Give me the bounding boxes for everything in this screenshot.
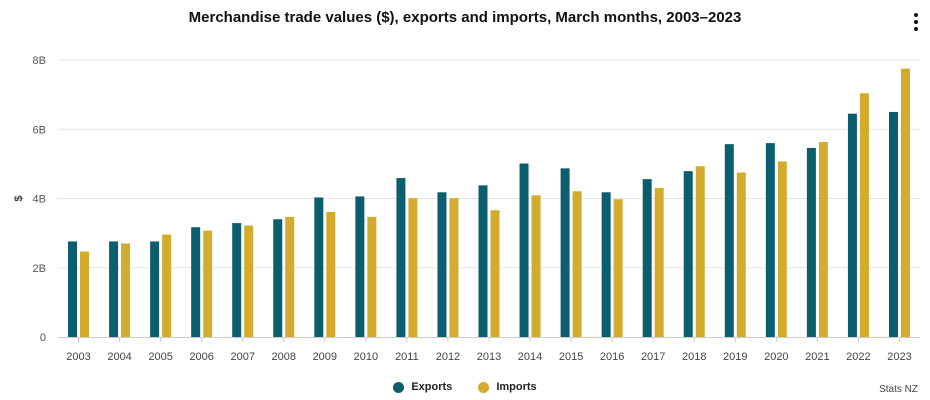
x-tick-label: 2010 bbox=[354, 351, 378, 363]
x-tick-label: 2005 bbox=[148, 351, 172, 363]
x-tick-label: 2013 bbox=[477, 351, 501, 363]
x-tick-label: 2017 bbox=[641, 351, 665, 363]
bar-imports-2008[interactable] bbox=[285, 216, 295, 337]
bar-exports-2015[interactable] bbox=[560, 168, 570, 337]
bar-imports-2005[interactable] bbox=[162, 234, 172, 337]
legend-imports-marker-icon bbox=[478, 381, 490, 393]
menu-dot-icon bbox=[914, 27, 918, 31]
x-tick-label: 2006 bbox=[189, 351, 213, 363]
x-tick-label: 2015 bbox=[559, 351, 583, 363]
bar-exports-2003[interactable] bbox=[68, 241, 78, 337]
y-tick-label: 4B bbox=[33, 194, 46, 206]
x-tick-label: 2012 bbox=[436, 351, 460, 363]
legend-exports-label: Exports bbox=[411, 381, 453, 393]
bar-exports-2005[interactable] bbox=[150, 241, 160, 337]
x-tick-label: 2016 bbox=[600, 351, 624, 363]
x-tick-label: 2011 bbox=[395, 351, 419, 363]
bar-imports-2015[interactable] bbox=[572, 191, 582, 337]
chart-title: Merchandise trade values ($), exports an… bbox=[188, 9, 742, 26]
x-tick-label: 2007 bbox=[230, 351, 254, 363]
bar-imports-2020[interactable] bbox=[777, 161, 787, 337]
x-tick-label: 2019 bbox=[723, 351, 747, 363]
bar-exports-2012[interactable] bbox=[437, 192, 447, 337]
bar-imports-2007[interactable] bbox=[244, 225, 254, 337]
menu-dot-icon bbox=[914, 13, 918, 17]
bar-exports-2014[interactable] bbox=[519, 163, 529, 337]
x-tick-label: 2022 bbox=[846, 351, 870, 363]
bar-exports-2018[interactable] bbox=[683, 171, 693, 337]
legend-item-exports[interactable]: Exports bbox=[393, 381, 452, 393]
bar-exports-2016[interactable] bbox=[601, 192, 611, 337]
bar-imports-2019[interactable] bbox=[736, 172, 746, 337]
bar-exports-2021[interactable] bbox=[806, 147, 816, 337]
bar-imports-2018[interactable] bbox=[695, 166, 705, 337]
bar-exports-2010[interactable] bbox=[355, 196, 365, 337]
bar-imports-2017[interactable] bbox=[654, 188, 664, 337]
y-tick-label: 2B bbox=[33, 263, 46, 275]
y-axis-title: $ bbox=[13, 195, 25, 201]
y-tick-label: 8B bbox=[33, 55, 46, 67]
x-tick-label: 2018 bbox=[682, 351, 706, 363]
x-tick-label: 2004 bbox=[107, 351, 131, 363]
bar-exports-2008[interactable] bbox=[273, 219, 283, 337]
bar-imports-2003[interactable] bbox=[80, 251, 90, 337]
bar-exports-2019[interactable] bbox=[724, 144, 734, 337]
bar-exports-2009[interactable] bbox=[314, 197, 324, 337]
credits[interactable]: Stats NZ bbox=[879, 384, 918, 395]
x-tick-label: 2008 bbox=[272, 351, 296, 363]
x-tick-label: 2009 bbox=[313, 351, 337, 363]
bar-imports-2009[interactable] bbox=[326, 212, 336, 337]
legend-imports-label: Imports bbox=[496, 381, 537, 393]
bar-imports-2014[interactable] bbox=[531, 195, 541, 337]
bar-imports-2013[interactable] bbox=[490, 210, 500, 337]
bar-imports-2011[interactable] bbox=[408, 198, 418, 337]
context-menu-button[interactable] bbox=[906, 11, 926, 33]
bar-imports-2012[interactable] bbox=[449, 198, 459, 337]
bar-imports-2021[interactable] bbox=[818, 142, 828, 337]
menu-dot-icon bbox=[914, 20, 918, 24]
legend-item-imports[interactable]: Imports bbox=[478, 381, 537, 393]
bar-exports-2006[interactable] bbox=[191, 227, 201, 337]
bar-imports-2016[interactable] bbox=[613, 199, 623, 337]
bar-imports-2023[interactable] bbox=[900, 68, 910, 337]
y-tick-label: 0 bbox=[40, 332, 46, 344]
bar-imports-2004[interactable] bbox=[121, 243, 131, 337]
bar-imports-2010[interactable] bbox=[367, 216, 377, 337]
bar-exports-2020[interactable] bbox=[765, 143, 775, 337]
bar-exports-2004[interactable] bbox=[109, 241, 119, 337]
bar-exports-2011[interactable] bbox=[396, 178, 406, 337]
x-tick-label: 2003 bbox=[66, 351, 90, 363]
bar-exports-2007[interactable] bbox=[232, 223, 242, 337]
bar-exports-2017[interactable] bbox=[642, 179, 652, 337]
legend: Exports Imports bbox=[0, 381, 930, 393]
x-tick-label: 2020 bbox=[764, 351, 788, 363]
x-tick-label: 2014 bbox=[518, 351, 542, 363]
bar-exports-2022[interactable] bbox=[847, 113, 857, 337]
bar-imports-2006[interactable] bbox=[203, 230, 213, 337]
legend-exports-marker-icon bbox=[393, 381, 405, 393]
bar-imports-2022[interactable] bbox=[859, 93, 869, 338]
x-tick-label: 2021 bbox=[805, 351, 829, 363]
y-tick-label: 6B bbox=[33, 124, 46, 136]
x-tick-label: 2023 bbox=[887, 351, 911, 363]
bar-exports-2023[interactable] bbox=[888, 111, 898, 337]
bar-exports-2013[interactable] bbox=[478, 185, 488, 337]
